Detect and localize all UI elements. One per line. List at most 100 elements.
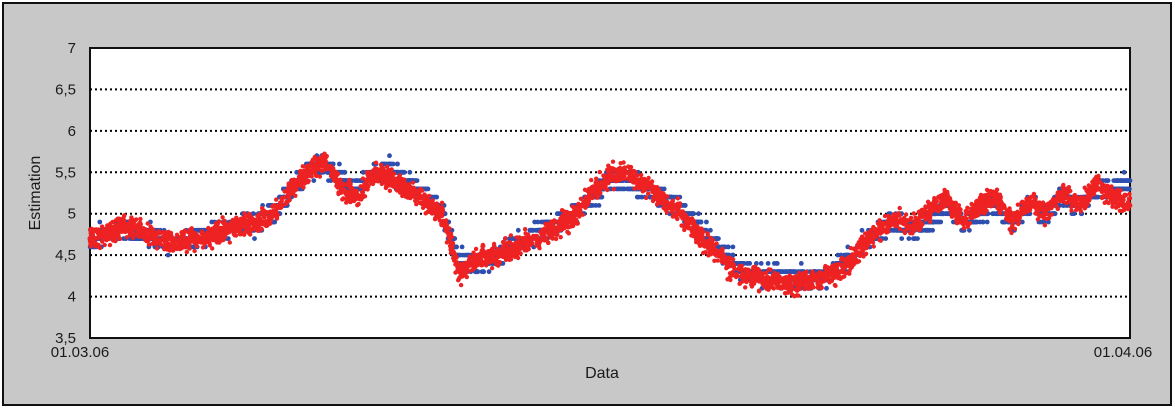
data-point	[774, 261, 780, 266]
data-point	[624, 186, 630, 192]
data-point	[1071, 211, 1077, 217]
data-point	[527, 227, 533, 233]
data-point	[387, 153, 392, 159]
data-point	[390, 161, 396, 167]
data-point	[730, 244, 736, 250]
data-point	[682, 203, 688, 208]
data-point	[1009, 230, 1014, 236]
data-point	[1094, 194, 1100, 200]
data-point	[615, 186, 621, 192]
data-point	[927, 219, 933, 224]
data-point	[596, 203, 602, 208]
data-point	[1126, 186, 1132, 192]
data-point	[696, 211, 701, 217]
data-point	[859, 227, 865, 233]
data-point	[730, 252, 736, 258]
data-point	[927, 227, 933, 233]
data-point	[206, 225, 211, 231]
data-point	[503, 236, 508, 241]
data-point	[474, 269, 480, 275]
data-point	[597, 169, 602, 175]
data-point	[337, 161, 342, 167]
data-point	[590, 203, 595, 208]
data-point	[1115, 178, 1121, 184]
data-point	[716, 236, 721, 242]
data-point	[990, 211, 995, 217]
data-point	[765, 261, 771, 266]
data-point	[634, 194, 640, 200]
data-point	[580, 212, 585, 217]
data-point	[961, 226, 966, 231]
data-point	[160, 230, 166, 235]
data-point	[539, 219, 544, 225]
data-point	[459, 244, 465, 250]
data-point	[708, 227, 713, 233]
data-point	[944, 211, 950, 217]
data-point	[973, 219, 979, 225]
data-point	[791, 269, 797, 275]
data-point	[1119, 178, 1125, 184]
data-point	[911, 211, 916, 216]
data-point	[209, 219, 215, 225]
data-point	[798, 261, 804, 266]
data-point	[619, 186, 625, 192]
data-point	[698, 219, 704, 225]
data-point	[899, 236, 905, 242]
data-point	[532, 219, 538, 225]
data-point	[911, 236, 916, 242]
data-point	[1060, 203, 1066, 208]
data-point	[354, 178, 359, 184]
data-point	[554, 211, 560, 217]
data-point	[744, 261, 750, 266]
data-point	[558, 235, 563, 240]
data-point	[423, 186, 429, 192]
data-point	[980, 219, 986, 225]
data-point	[857, 253, 863, 259]
data-point	[486, 269, 492, 275]
data-point	[897, 205, 902, 211]
data-point	[1111, 178, 1117, 184]
data-point	[716, 244, 722, 250]
data-point	[165, 252, 171, 258]
data-point	[460, 252, 466, 258]
data-point	[252, 236, 257, 242]
data-point	[260, 206, 265, 211]
data-point	[610, 159, 616, 164]
data-point	[311, 178, 317, 184]
data-point	[967, 227, 972, 233]
data-series	[87, 151, 1133, 299]
data-point	[271, 219, 277, 225]
plot-area	[89, 47, 1131, 339]
data-point	[1127, 178, 1132, 184]
data-point	[395, 161, 400, 167]
data-point	[835, 252, 841, 258]
data-point	[1105, 178, 1111, 184]
data-point	[661, 186, 667, 192]
data-point	[824, 285, 829, 291]
data-point	[589, 177, 594, 183]
data-point	[515, 227, 521, 233]
data-point	[300, 164, 305, 169]
data-point	[102, 242, 107, 248]
data-point	[481, 269, 486, 275]
data-point	[360, 169, 366, 175]
data-point	[894, 227, 899, 233]
data-point	[342, 169, 347, 175]
data-point	[787, 269, 793, 275]
data-point	[984, 219, 990, 225]
data-point	[922, 227, 928, 233]
data-point	[663, 206, 668, 211]
data-point	[871, 244, 876, 249]
data-point	[326, 178, 331, 184]
data-point	[906, 236, 912, 242]
data-point	[1121, 169, 1127, 175]
data-point	[407, 169, 413, 175]
data-point	[508, 233, 514, 238]
data-point	[882, 213, 888, 219]
data-point	[1066, 185, 1072, 190]
data-point	[97, 219, 103, 225]
data-point	[434, 194, 440, 200]
data-point	[1015, 202, 1021, 207]
data-point	[184, 249, 189, 255]
